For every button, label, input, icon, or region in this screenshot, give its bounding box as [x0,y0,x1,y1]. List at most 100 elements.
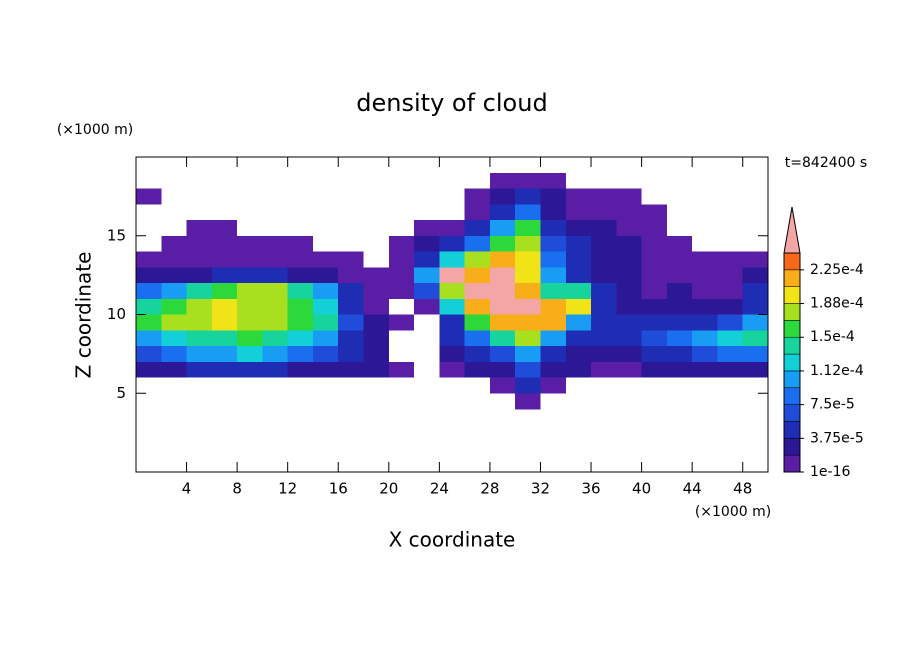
density-cell [742,267,769,284]
density-cell [616,204,643,221]
density-cell [666,314,693,331]
colorbar-tick-label: 1.88e-4 [810,296,864,312]
density-cell [692,172,719,190]
density-cell [439,172,466,190]
density-cell [666,346,693,363]
density-cell [515,298,542,316]
colorbar-band [783,303,801,321]
density-cell [287,267,314,284]
density-cell [287,172,314,190]
density-cell [237,346,263,363]
density-cell [591,314,617,331]
density-cell [641,188,668,205]
density-cell [616,314,643,331]
density-cell [540,361,567,379]
density-cell [388,251,415,268]
density-cell [136,251,162,268]
density-cell [717,361,744,379]
density-cell [186,298,213,316]
density-cell [338,298,365,316]
density-cell [515,330,542,347]
density-cell [742,204,769,221]
density-cell [717,235,744,253]
density-cell [363,283,390,300]
density-cell [616,251,643,268]
density-cell [262,251,289,268]
density-cell [515,172,542,190]
time-annotation: t=842400 s [785,155,867,171]
density-cell [414,393,440,410]
density-cell [717,298,744,316]
density-cell [591,235,617,253]
density-cell [363,204,390,221]
density-cell [742,172,769,190]
density-cell [161,298,188,316]
colorbar-band [783,269,801,287]
density-cell [565,172,592,190]
y-tick-label: 5 [116,384,126,402]
density-cell [489,251,516,268]
x-tick-label: 36 [581,480,600,498]
density-cell [666,361,693,379]
density-cell [742,251,769,268]
density-cell [136,235,162,253]
x-tick-label: 12 [278,480,297,498]
density-cell [464,251,491,268]
density-cell [742,220,769,237]
density-cell [489,220,516,237]
density-cell [161,235,188,253]
density-cell [692,346,719,363]
density-cell [616,220,643,237]
density-cell [161,314,188,331]
density-cell [363,220,390,237]
density-cell [717,377,744,394]
x-tick-label: 16 [329,480,348,498]
density-cell [211,172,238,190]
density-cell [565,314,592,331]
density-cell [692,235,719,253]
colorbar-band [783,387,801,405]
density-cell [439,267,466,284]
density-cell [489,188,516,205]
density-cell [287,361,314,379]
density-cell [464,220,491,237]
density-cell [237,361,263,379]
density-cell [717,283,744,300]
colorbar-band [783,320,801,338]
density-cell [591,330,617,347]
density-cell [464,393,491,410]
density-cell [414,267,440,284]
density-cell [742,188,769,205]
density-cell [616,188,643,205]
density-cell [136,393,162,410]
x-tick-label: 40 [632,480,651,498]
density-cell [641,330,668,347]
density-cell [666,220,693,237]
density-cell [641,267,668,284]
density-cell [515,204,542,221]
density-cell [616,283,643,300]
density-cell [742,377,769,394]
density-cell [515,283,542,300]
density-cell [161,204,188,221]
colorbar-band [783,336,801,355]
density-cell [388,283,415,300]
density-cell [287,204,314,221]
density-cell [363,377,390,394]
density-cell [312,172,339,190]
density-cell [540,393,567,410]
density-cell [161,251,188,268]
density-cell [666,377,693,394]
density-cell [540,314,567,331]
density-cell [464,188,491,205]
density-cell [338,235,365,253]
density-cell [540,235,567,253]
density-cell [742,314,769,331]
density-cell [666,188,693,205]
density-cell [439,188,466,205]
density-cell [312,298,339,316]
colorbar-tick-label: 1.12e-4 [810,363,864,379]
density-cell [338,220,365,237]
density-cell [464,172,491,190]
density-cell [616,267,643,284]
